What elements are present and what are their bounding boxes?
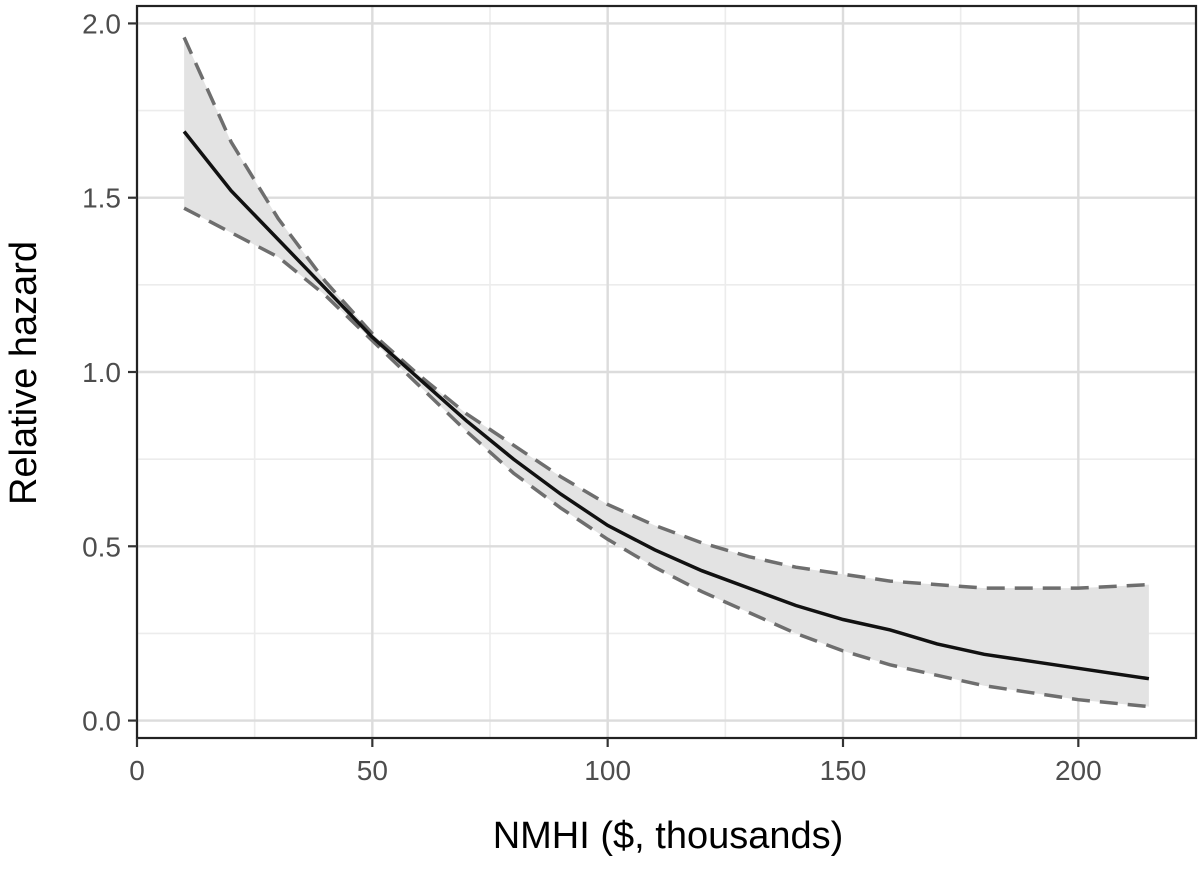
upper-ci-line xyxy=(182,36,1149,590)
x-axis: 0 50 100 150 200 xyxy=(129,738,1102,786)
series-lines xyxy=(182,36,1150,709)
y-axis: 0.0 0.5 1.0 1.5 2.0 xyxy=(82,8,137,737)
x-tick-label-3: 150 xyxy=(820,755,867,786)
lower-ci-line xyxy=(183,206,1150,709)
y-tick-label-2: 1.0 xyxy=(82,357,121,388)
x-axis-title: NMHI ($, thousands) xyxy=(493,815,844,857)
y-tick-label-1: 0.5 xyxy=(82,531,121,562)
x-tick-label-2: 100 xyxy=(584,755,631,786)
x-tick-label-4: 200 xyxy=(1055,755,1102,786)
x-tick-label-1: 50 xyxy=(357,755,388,786)
x-tick-label-0: 0 xyxy=(129,755,145,786)
y-tick-label-3: 1.5 xyxy=(82,183,121,214)
confidence-band xyxy=(184,37,1149,707)
y-tick-label-0: 0.0 xyxy=(82,706,121,737)
y-axis-title: Relative hazard xyxy=(3,241,45,505)
y-tick-label-4: 2.0 xyxy=(82,8,121,39)
confidence-band-area xyxy=(184,37,1149,707)
estimate-line xyxy=(182,130,1150,681)
